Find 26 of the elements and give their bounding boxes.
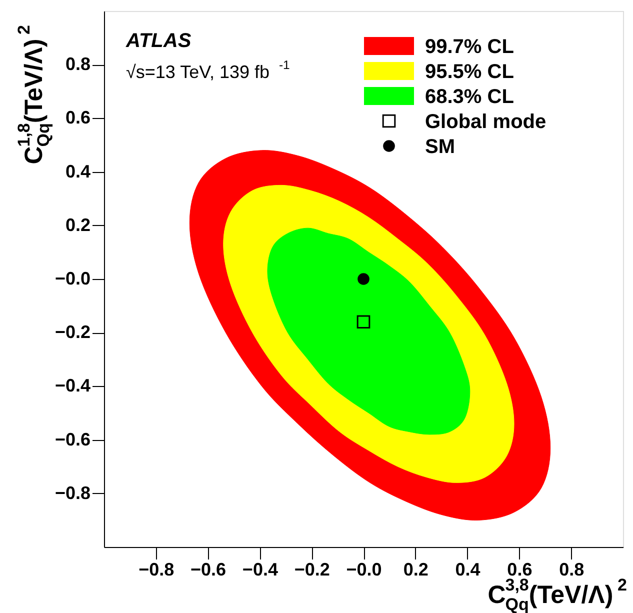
x-tick-label: −0.0 (346, 560, 382, 580)
y-tick-label: 0.4 (65, 161, 90, 182)
x-tick-label: 0.2 (403, 560, 428, 580)
annotation: ATLAS (125, 30, 192, 52)
y-tick-label: −0.0 (54, 268, 90, 288)
y-tick-label: 0.6 (65, 108, 90, 128)
legend-label: 99.7% CL (425, 36, 514, 58)
y-tick-label: −0.4 (54, 376, 90, 396)
annotation: √s=13 TeV, 139 fb-1 (126, 58, 290, 82)
x-tick-label: −0.6 (190, 560, 226, 580)
y-tick-label: 0.8 (65, 54, 90, 74)
legend-label: 95.5% CL (425, 61, 514, 83)
legend-label: 68.3% CL (425, 86, 514, 108)
x-tick-label: −0.8 (138, 560, 174, 580)
y-tick-label: −0.6 (54, 429, 90, 450)
x-tick-label: 0.4 (455, 560, 480, 580)
y-axis-title: C1,8Qq(TeV/Λ)2 (14, 24, 53, 164)
y-tick-label: −0.2 (54, 322, 90, 342)
x-tick-label: 0.8 (559, 560, 584, 580)
x-tick-label: −0.2 (294, 560, 330, 580)
y-tick-label: 0.2 (65, 214, 90, 235)
y-tick-label: −0.8 (54, 482, 90, 503)
x-tick-label: 0.6 (507, 560, 532, 580)
legend-label: SM (425, 136, 455, 158)
x-tick-label: −0.4 (242, 560, 278, 580)
legend-label: Global mode (425, 111, 546, 133)
